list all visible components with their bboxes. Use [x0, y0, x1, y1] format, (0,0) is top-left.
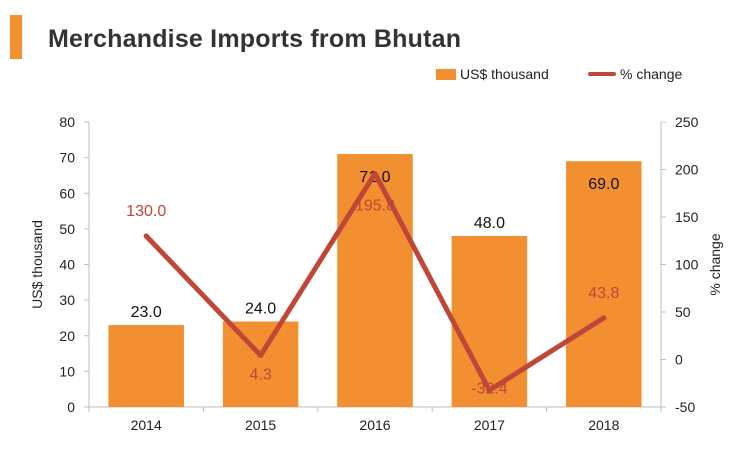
chart-title: Merchandise Imports from Bhutan	[48, 25, 462, 53]
legend-line-label: % change	[620, 66, 683, 82]
y-tick-label-left: 50	[59, 221, 75, 237]
y-tick-label-right: 0	[675, 352, 683, 368]
line-point	[372, 170, 378, 176]
line-data-label: -32.4	[471, 380, 508, 397]
bar	[337, 154, 413, 407]
bar-data-label: 69.0	[588, 176, 619, 193]
y-tick-label-left: 20	[59, 328, 75, 344]
legend-bar-swatch	[436, 69, 456, 80]
y-tick-label-left: 80	[59, 114, 75, 130]
y-tick-label-left: 10	[59, 363, 75, 379]
x-tick-label: 2017	[474, 417, 505, 433]
line-point	[143, 233, 149, 239]
y-tick-label-left: 40	[59, 257, 75, 273]
title-accent-bar	[10, 15, 22, 59]
x-tick-label: 2016	[359, 417, 390, 433]
line-point	[601, 315, 607, 321]
y-tick-label-right: 50	[675, 304, 691, 320]
x-tick-label: 2015	[245, 417, 276, 433]
legend-bar-label: US$ thousand	[460, 66, 549, 82]
bar-data-label: 23.0	[131, 304, 162, 321]
line-data-label: 43.8	[588, 285, 619, 302]
bar	[566, 161, 642, 407]
bar	[451, 236, 528, 407]
y-tick-label-left: 60	[59, 185, 75, 201]
y-tick-label-right: 250	[675, 114, 699, 130]
bar	[222, 321, 299, 407]
y-tick-label-right: 150	[675, 209, 699, 225]
x-tick-label: 2018	[588, 417, 619, 433]
line-data-label: 130.0	[126, 203, 166, 220]
y-tick-label-left: 70	[59, 150, 75, 166]
legend-line-swatch	[588, 72, 616, 76]
line-data-label: 195.8	[355, 197, 395, 214]
bar-data-label: 24.0	[245, 301, 276, 318]
y-tick-label-left: 30	[59, 292, 75, 308]
bar	[108, 325, 184, 407]
y-tick-label-left: 0	[67, 399, 75, 415]
line-point	[486, 387, 492, 393]
line-point	[258, 352, 264, 358]
y-tick-label-right: -50	[675, 399, 695, 415]
y-axis-title-left: US$ thousand	[29, 220, 45, 309]
y-tick-label-right: 100	[675, 257, 699, 273]
y-tick-label-right: 200	[675, 162, 699, 178]
bar-data-label: 48.0	[474, 215, 505, 232]
x-tick-label: 2014	[131, 417, 162, 433]
y-axis-title-right: % change	[707, 233, 723, 295]
line-data-label: 4.3	[249, 366, 271, 383]
